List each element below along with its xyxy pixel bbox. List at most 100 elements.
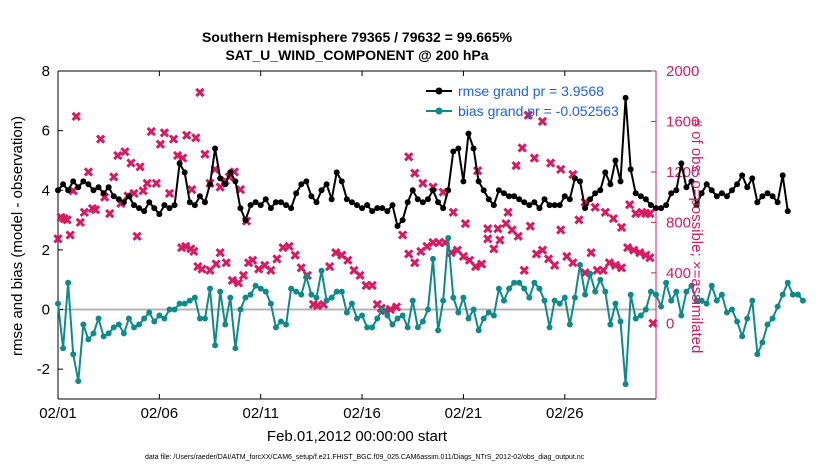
rmse-point: [364, 202, 371, 209]
obs-count-marker-stroke: [629, 245, 639, 255]
rmse-point: [95, 184, 102, 191]
obs-count-marker-stroke: [227, 275, 237, 286]
obs-count-marker-stroke: [189, 246, 199, 257]
x-tick-label: 02/21: [445, 405, 483, 422]
obs-count-marker: [460, 218, 471, 229]
bias-point: [718, 291, 725, 298]
rmse-point: [754, 199, 761, 206]
obs-count-marker-stroke: [495, 235, 505, 245]
bias-point: [759, 339, 766, 346]
obs-count-marker-stroke: [513, 231, 523, 241]
rmse-point: [333, 169, 340, 176]
bias-series: [55, 234, 806, 388]
rmse-point: [460, 178, 467, 185]
bias-point: [546, 324, 553, 331]
obs-count-marker-stroke: [138, 186, 148, 196]
obs-count-marker: [645, 253, 655, 263]
obs-count-series: [404, 110, 658, 328]
obs-count-marker-stroke: [568, 169, 578, 180]
bias-point: [789, 291, 796, 298]
rmse-point: [536, 205, 543, 212]
rmse-point: [80, 178, 87, 185]
rmse-point: [774, 199, 781, 206]
bias-point: [333, 288, 340, 295]
bias-point: [653, 291, 659, 298]
obs-count-marker: [211, 259, 221, 269]
bias-point: [369, 324, 376, 331]
bias-point: [561, 294, 568, 301]
rmse-point: [556, 202, 563, 209]
obs-count-marker-stroke: [460, 218, 471, 229]
bias-point: [404, 324, 411, 331]
bias-point: [409, 297, 416, 304]
obs-count-marker-stroke: [205, 265, 215, 275]
obs-count-marker: [126, 158, 136, 168]
rmse-point: [232, 178, 239, 185]
bias-point: [799, 297, 806, 304]
rmse-point: [668, 190, 675, 197]
rmse-point: [201, 199, 208, 206]
rmse-point: [749, 175, 756, 182]
rmse-point: [566, 196, 573, 203]
obs-count-marker-stroke: [95, 134, 106, 144]
rmse-point: [450, 148, 457, 155]
bias-point: [450, 294, 457, 301]
obs-count-marker-stroke: [616, 263, 627, 273]
bias-point: [379, 306, 386, 313]
bias-point: [647, 288, 654, 295]
obs-count-marker: [590, 202, 600, 212]
obs-count-marker-stroke: [266, 265, 276, 275]
bias-point: [592, 288, 599, 295]
bias-point: [156, 312, 163, 319]
bias-point: [338, 288, 345, 295]
y-axis-left: -2 0 2 4 6 8: [37, 63, 63, 399]
obs-count-marker-stroke: [556, 225, 566, 235]
obs-count-marker-stroke: [290, 250, 300, 260]
bias-point: [151, 318, 158, 325]
obs-count-marker-stroke: [159, 128, 170, 138]
rmse-point: [379, 205, 386, 212]
bias-point: [465, 315, 472, 322]
obs-count-marker-stroke: [233, 278, 244, 288]
obs-count-marker: [272, 254, 282, 264]
bias-point: [764, 321, 771, 328]
bias-point: [136, 321, 143, 328]
rmse-point: [703, 181, 710, 188]
y-right-tick-label: 400: [666, 265, 691, 282]
obs-count-marker-stroke: [151, 178, 161, 188]
obs-count-marker: [616, 263, 627, 273]
obs-count-marker: [410, 258, 420, 268]
bias-point: [131, 324, 138, 331]
obs-count-marker-stroke: [349, 265, 359, 275]
bias-point: [612, 300, 619, 307]
obs-count-marker: [470, 261, 481, 272]
obs-count-marker: [385, 304, 396, 315]
obs-count-marker-stroke: [155, 139, 166, 149]
bias-point: [754, 351, 761, 358]
rmse-point: [419, 199, 426, 206]
obs-count-marker: [645, 208, 655, 219]
rmse-point: [475, 178, 482, 185]
obs-count-marker-stroke: [464, 255, 475, 265]
obs-count-marker-stroke: [146, 126, 156, 137]
obs-count-marker-stroke: [90, 205, 101, 215]
obs-count-marker: [537, 116, 548, 127]
obs-count-marker-stroke: [284, 241, 294, 252]
bias-point: [318, 267, 325, 274]
obs-count-marker: [215, 248, 225, 258]
obs-count-marker: [53, 234, 63, 244]
legend-entry: rmse grand pr = 3.9568: [426, 83, 604, 99]
bias-point: [75, 378, 82, 385]
data-file-footer: data file: /Users/raeder/DAI/ATM_forcXX/…: [145, 454, 585, 461]
legend-swatch-marker: [435, 87, 443, 95]
obs-count-marker-stroke: [215, 248, 225, 258]
y-left-tick-label: 8: [42, 63, 50, 80]
obs-count-marker-stroke: [531, 249, 542, 259]
bias-point: [394, 315, 401, 322]
bias-point: [414, 324, 421, 331]
rmse-point: [582, 205, 589, 212]
obs-count-marker-stroke: [296, 263, 306, 273]
bias-point: [673, 288, 680, 295]
obs-count-marker: [507, 225, 517, 235]
